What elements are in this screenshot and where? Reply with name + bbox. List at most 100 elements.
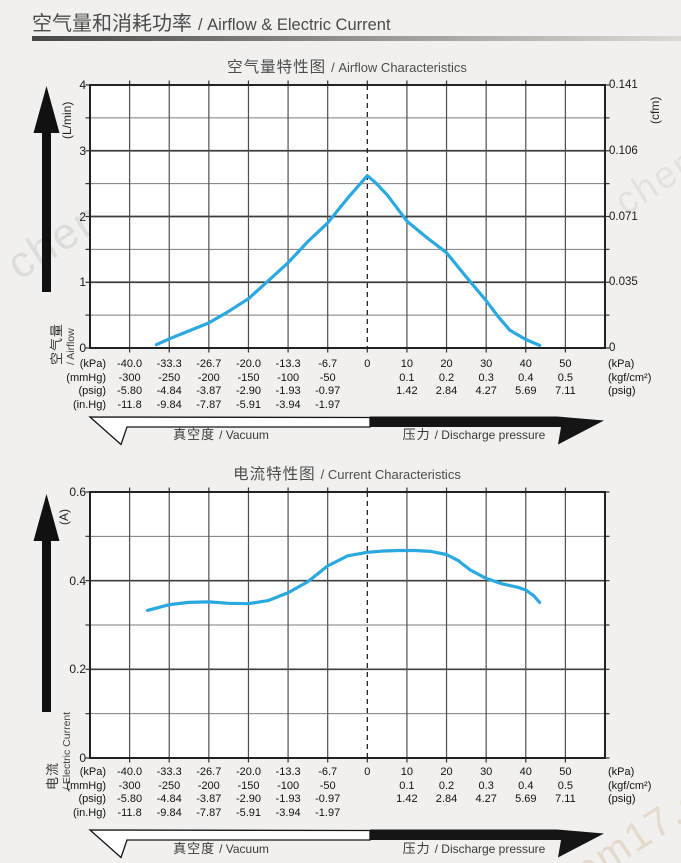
x-axis-value: -9.84: [156, 806, 182, 819]
y-axis-right-tick-label: 0.035: [609, 276, 638, 289]
vacuum-arrow-icon: [88, 829, 604, 859]
y-axis-tick-label: 1: [79, 275, 86, 290]
x-axis-value: -3.94: [275, 806, 301, 819]
airflow-y-unit-right: (cfm): [648, 96, 662, 124]
x-axis-value: 4.27: [475, 385, 497, 397]
x-axis-value: 2.84: [435, 793, 458, 805]
airflow-chart-title-zh: 空气量特性图: [227, 59, 327, 76]
x-axis-value: -3.87: [196, 385, 222, 397]
x-axis-value: 0.5: [557, 779, 574, 792]
x-axis-unit-left: (kPa): [79, 358, 106, 370]
x-axis-unit-right: (kPa): [608, 766, 635, 778]
x-axis-value: 0.2: [438, 371, 455, 384]
airflow-axis-label-zh: 空气量: [49, 322, 64, 365]
x-axis-value: -4.84: [156, 385, 182, 397]
x-axis-value: 0.3: [478, 371, 494, 384]
x-axis-unit-right: (kPa): [608, 358, 635, 370]
x-axis-value: -7.87: [196, 806, 222, 819]
x-axis-value: -1.97: [315, 398, 341, 411]
x-axis-value: -40.0: [117, 358, 143, 370]
page-title: 空气量和消耗功率 / Airflow & Electric Current: [32, 7, 391, 36]
x-axis-value: -150: [237, 779, 260, 792]
vacuum-legend-label: 真空度 / Vacuum: [115, 427, 327, 443]
y-axis-tick-label: 0.2: [69, 662, 86, 677]
x-axis-value: 40: [519, 766, 532, 778]
x-axis-value: -200: [197, 371, 220, 384]
x-axis-value: -9.84: [156, 398, 182, 411]
x-axis-value: 20: [440, 358, 453, 370]
airflow-up-arrow-icon: [33, 86, 60, 292]
x-axis-value: 0: [364, 358, 371, 370]
x-axis-value: -300: [118, 371, 141, 384]
airflow-y-unit-left: (L/min): [60, 101, 74, 139]
pressure-legend-zh: 压力: [402, 841, 431, 856]
x-axis-unit-left: (in.Hg): [72, 398, 106, 411]
x-axis-value: 0: [364, 766, 371, 778]
x-axis-value: 5.69: [515, 385, 537, 397]
x-axis-value: -6.7: [318, 358, 338, 370]
current-chart-title: 电流特性图 / Current Characteristics: [97, 462, 597, 484]
x-axis-unit-right: (kgf/cm²): [608, 371, 652, 384]
vacuum-legend-label: 真空度 / Vacuum: [115, 841, 327, 857]
x-axis-value: 0.2: [438, 779, 455, 792]
y-axis-tick-label: 0: [79, 341, 86, 355]
x-axis-value: 0.5: [557, 371, 574, 384]
x-axis-value: -1.93: [275, 793, 301, 805]
pressure-legend-label: 压力 / Discharge pressure: [368, 427, 580, 443]
x-axis-value: -11.8: [117, 398, 142, 411]
x-axis-value: 2.84: [435, 385, 458, 397]
x-axis-value: 4.27: [475, 793, 497, 805]
x-axis-value: -5.80: [117, 385, 143, 397]
vacuum-legend-en: / Vacuum: [219, 428, 269, 442]
x-axis-value: 0.1: [399, 371, 415, 384]
x-axis-value: -33.3: [156, 766, 182, 778]
x-axis-value: -250: [158, 371, 181, 384]
y-axis-tick-label: 2: [79, 209, 86, 224]
vacuum-arrow-icon: [88, 416, 604, 446]
y-axis-tick-label: 0.4: [69, 573, 86, 588]
page-title-zh: 空气量和消耗功率: [32, 13, 192, 35]
x-axis-value: 0.4: [518, 371, 534, 384]
x-axis-value: 30: [480, 766, 493, 778]
vacuum-legend-zh: 真空度: [173, 427, 216, 442]
x-axis-value: -13.3: [275, 358, 301, 370]
x-axis-value: -2.90: [235, 385, 262, 397]
airflow-curve: [154, 174, 542, 347]
x-axis-value: -0.97: [315, 385, 341, 397]
x-axis-value: -50: [319, 779, 336, 792]
x-axis-value: -11.8: [117, 806, 142, 819]
x-axis-value: 20: [440, 766, 453, 778]
x-axis-value: 0.4: [518, 779, 534, 792]
vacuum-legend-zh: 真空度: [173, 841, 216, 856]
vacuum-legend-en: / Vacuum: [219, 842, 269, 856]
x-axis-value: 10: [400, 358, 414, 370]
y-axis-tick-label: 0.6: [69, 485, 86, 499]
x-axis-value: -0.97: [315, 793, 341, 805]
x-axis-unit-left: (mmHg): [66, 371, 106, 384]
airflow-axis-label: 空气量 / Airflow: [49, 235, 78, 365]
x-axis-value: 30: [480, 358, 493, 370]
pressure-arrow-icon: [370, 829, 604, 858]
airflow-chart-title: 空气量特性图 / Airflow Characteristics: [97, 55, 597, 77]
y-axis-right-tick-label: 0: [609, 342, 616, 354]
x-axis-unit-left: (mmHg): [66, 779, 106, 792]
x-axis-value: 50: [559, 766, 572, 778]
y-axis-right-tick-label: 0.071: [609, 210, 638, 223]
x-axis-value: -26.7: [196, 766, 222, 778]
x-axis-value: -100: [277, 371, 300, 384]
x-axis-value: 10: [400, 766, 414, 778]
airflow-chart-title-en: / Airflow Characteristics: [331, 60, 467, 75]
x-axis-value: -3.87: [196, 793, 222, 805]
x-axis-unit-right: (kgf/cm²): [608, 779, 652, 792]
pressure-legend-en: / Discharge pressure: [434, 842, 546, 856]
pressure-legend-en: / Discharge pressure: [434, 428, 546, 442]
x-axis-value: -5.91: [235, 806, 262, 819]
y-axis-tick-label: 3: [79, 143, 86, 158]
pressure-legend-label: 压力 / Discharge pressure: [368, 841, 580, 857]
y-axis-right-tick-label: 0.141: [609, 79, 638, 91]
y-axis-tick-label: 4: [79, 78, 86, 92]
x-axis-value: -5.91: [235, 398, 262, 411]
x-axis-value: -33.3: [156, 358, 182, 370]
pressure-legend-zh: 压力: [402, 427, 431, 442]
